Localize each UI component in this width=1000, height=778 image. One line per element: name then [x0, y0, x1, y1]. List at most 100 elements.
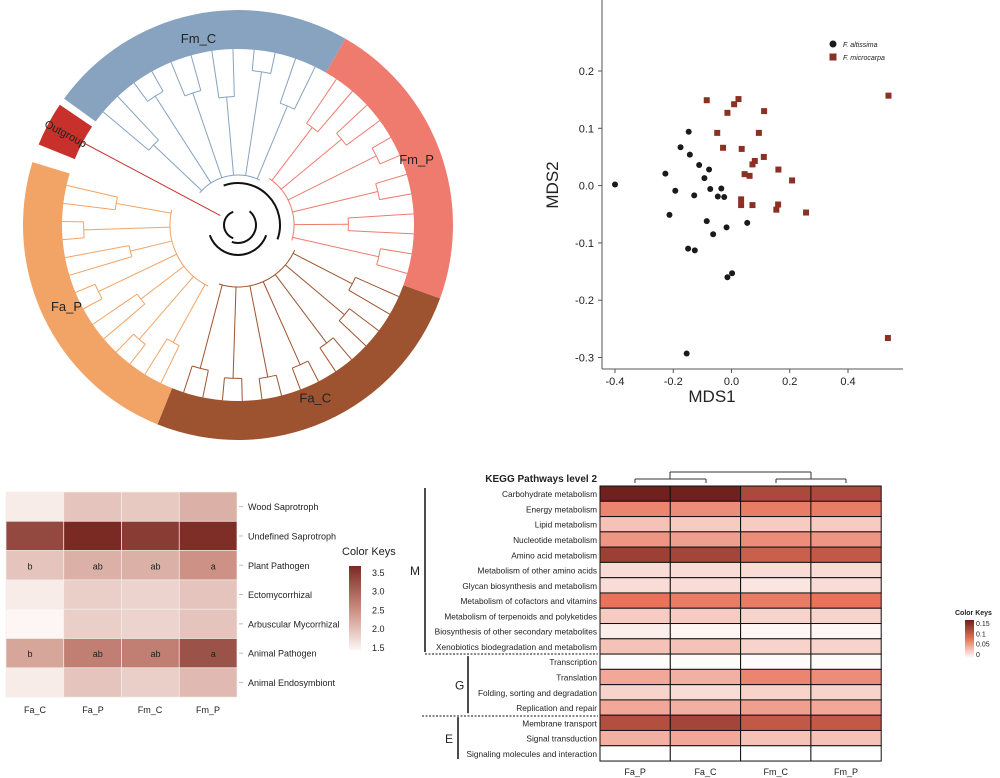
- legend-tick-label: 0.05: [976, 642, 990, 649]
- branch: [319, 337, 334, 349]
- heatmap-cell: [740, 638, 812, 655]
- branch: [338, 308, 350, 322]
- heatmap-cell: [599, 714, 671, 731]
- branch: [199, 284, 223, 369]
- heatmap-cell: [5, 520, 65, 551]
- heatmap-cell: [740, 577, 812, 594]
- leaf-branch: [307, 360, 319, 382]
- heatmap-cell: [740, 485, 812, 502]
- branch: [136, 293, 146, 305]
- data-point-circle: [662, 170, 669, 177]
- legend-tick-label: 3.0: [372, 587, 385, 597]
- funguild-heatmap: Color Keys Wood Saprotroph Undefined Sapr…: [5, 491, 396, 715]
- branch: [154, 95, 212, 184]
- heatmap-cell: [669, 653, 742, 670]
- x-tick-label: -0.4: [606, 376, 625, 388]
- column-label: Fa_C: [24, 705, 47, 715]
- data-point-circle: [666, 211, 673, 218]
- branch: [336, 133, 347, 146]
- heatmap-cell: [599, 653, 671, 670]
- row-label: Plant Pathogen: [248, 561, 310, 571]
- clade-label: Fm_C: [181, 31, 216, 46]
- heatmap-cell: [669, 684, 742, 701]
- branch: [256, 105, 288, 180]
- data-point-circle: [696, 161, 703, 168]
- data-point-square: [749, 202, 756, 209]
- cell-label: ab: [150, 649, 160, 659]
- data-point-circle: [685, 128, 692, 135]
- data-point-circle: [710, 231, 717, 238]
- leaf-branch: [319, 347, 337, 372]
- y-tick-label: 0.0: [579, 181, 594, 193]
- heatmap-title: KEGG Pathways level 2: [485, 474, 597, 485]
- data-point-square: [741, 171, 748, 178]
- data-point-square: [775, 166, 782, 173]
- heatmap-cell: [740, 684, 812, 701]
- data-point-circle: [683, 350, 690, 357]
- heatmap-cell: [178, 491, 238, 522]
- branch: [245, 71, 263, 176]
- kegg-heatmap: KEGG Pathways level 2 Color Keys Carbohy…: [410, 471, 992, 777]
- heatmap-cell: [5, 579, 65, 610]
- data-point-square: [884, 335, 891, 342]
- row-label: Signal transduction: [526, 734, 597, 744]
- branch: [371, 147, 381, 165]
- legend-tick-label: 3.5: [372, 568, 385, 578]
- leaf-branch: [332, 337, 352, 360]
- heatmap-cell: [740, 653, 812, 670]
- heatmap-cell: [810, 546, 882, 563]
- heatmap-cell: [810, 729, 882, 747]
- heatmap-cell: [599, 577, 671, 594]
- leaf-branch: [183, 365, 193, 393]
- leaf-branch: [69, 256, 132, 276]
- data-point-circle: [701, 175, 708, 182]
- data-point-square: [735, 96, 742, 103]
- branch: [114, 159, 221, 217]
- data-point-square: [751, 157, 758, 164]
- leaf-branch: [190, 55, 202, 91]
- heatmap-cell: [810, 638, 882, 655]
- row-label: Biosynthesis of other secondary metaboli…: [435, 627, 597, 637]
- branch: [133, 333, 146, 345]
- heatmap-cell: [63, 520, 122, 551]
- y-axis-label: MDS2: [543, 161, 562, 208]
- branch: [172, 284, 206, 343]
- row-label: Xenobiotics biodegradation and metabolis…: [436, 642, 597, 652]
- row-label: Energy metabolism: [526, 504, 597, 514]
- branch: [274, 274, 328, 344]
- data-point-circle: [721, 194, 728, 201]
- heatmap-cell: [810, 561, 882, 579]
- heatmap-cell: [63, 579, 122, 610]
- heatmap-cell: [740, 516, 812, 533]
- branch: [147, 90, 164, 102]
- heatmap-cell: [740, 729, 812, 747]
- leaf-branch: [82, 141, 116, 161]
- heatmap-cell: [121, 608, 180, 639]
- cell-label: ab: [93, 561, 103, 571]
- heatmap-cell: [121, 520, 180, 551]
- heatmap-cell: [599, 638, 671, 655]
- branch: [287, 155, 377, 201]
- heatmap-cell: [740, 699, 812, 716]
- cell-label: b: [27, 649, 32, 659]
- legend-tick-label: 1.5: [372, 643, 385, 653]
- root-branch: [223, 182, 281, 240]
- leaf-branch: [144, 338, 168, 375]
- leaf-branch: [306, 78, 337, 124]
- heatmap-cell: [178, 667, 238, 698]
- leaf-branch: [241, 378, 243, 401]
- column-label: Fa_P: [82, 705, 104, 715]
- heatmap-cell: [669, 561, 742, 579]
- heatmap-cell: [669, 577, 742, 594]
- row-label: Translation: [556, 673, 597, 683]
- leaf-branch: [258, 378, 263, 400]
- data-point-circle: [724, 274, 731, 281]
- branch: [192, 92, 223, 178]
- leaf-branch: [75, 283, 96, 293]
- column-label: Fm_P: [196, 705, 220, 715]
- heatmap-cell: [5, 667, 65, 698]
- heatmap-cell: [599, 729, 671, 747]
- data-point-square: [724, 109, 731, 116]
- branch: [249, 285, 269, 378]
- group-label: E: [445, 732, 453, 746]
